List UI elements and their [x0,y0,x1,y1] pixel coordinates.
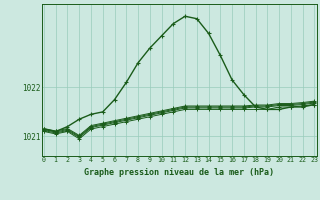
X-axis label: Graphe pression niveau de la mer (hPa): Graphe pression niveau de la mer (hPa) [84,168,274,177]
